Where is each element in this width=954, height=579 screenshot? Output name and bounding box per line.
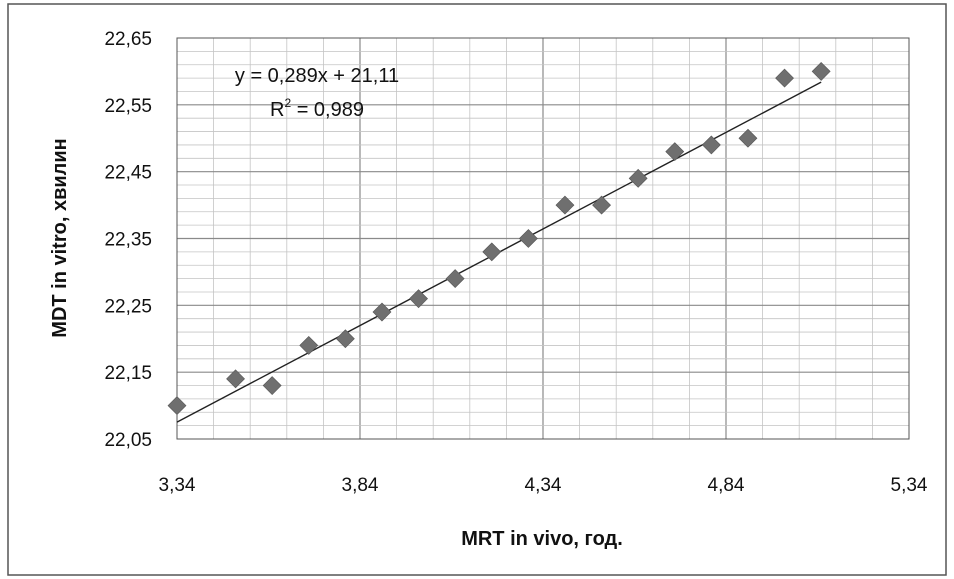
y-tick-label: 22,65 — [104, 29, 152, 50]
data-point — [226, 369, 245, 389]
y-tick-label: 22,15 — [104, 363, 152, 384]
data-point — [335, 329, 355, 349]
trendline-r2: R2 = 0,989 — [270, 96, 364, 121]
data-point — [409, 289, 428, 309]
data-point — [811, 61, 831, 81]
y-tick-label: 22,25 — [104, 296, 152, 317]
chart-border — [7, 3, 947, 576]
x-axis-tick-labels: 3,34 3,84 4,34 4,84 5,34 — [159, 475, 928, 496]
data-point — [592, 195, 611, 215]
x-tick-label: 4,34 — [525, 475, 562, 496]
data-points — [167, 61, 831, 416]
gridlines — [177, 38, 909, 439]
data-point — [299, 336, 319, 355]
r2-value: = 0,989 — [291, 99, 364, 121]
plot-area — [176, 37, 910, 440]
data-point — [665, 142, 685, 162]
y-tick-label: 22,55 — [104, 96, 152, 117]
x-tick-label: 3,84 — [342, 475, 379, 496]
data-point — [445, 269, 465, 289]
x-tick-label: 5,34 — [891, 475, 928, 496]
y-axis-tick-labels: 22,05 22,15 22,25 22,35 22,45 22,55 22,65 — [104, 29, 152, 451]
data-point — [482, 242, 502, 262]
data-point — [372, 302, 392, 322]
data-point — [555, 195, 575, 215]
trendline-equation: y = 0,289x + 21,11 — [235, 65, 399, 87]
data-point — [738, 128, 758, 148]
r2-superscript: 2 — [284, 96, 291, 110]
data-point — [518, 229, 538, 248]
data-point — [262, 376, 282, 395]
x-tick-label: 4,84 — [708, 475, 745, 496]
data-point — [701, 135, 721, 155]
data-point — [628, 168, 648, 188]
data-point — [167, 396, 187, 416]
y-tick-label: 22,45 — [104, 163, 152, 184]
x-tick-label: 3,34 — [159, 475, 196, 496]
x-axis-title: MRT in vivo, год. — [461, 528, 623, 550]
y-tick-label: 22,35 — [104, 230, 152, 251]
y-tick-label: 22,05 — [104, 430, 152, 451]
y-axis-title: MDT in vitro, хвилин — [49, 138, 71, 337]
data-point — [775, 68, 794, 88]
r2-label: R — [270, 99, 284, 121]
